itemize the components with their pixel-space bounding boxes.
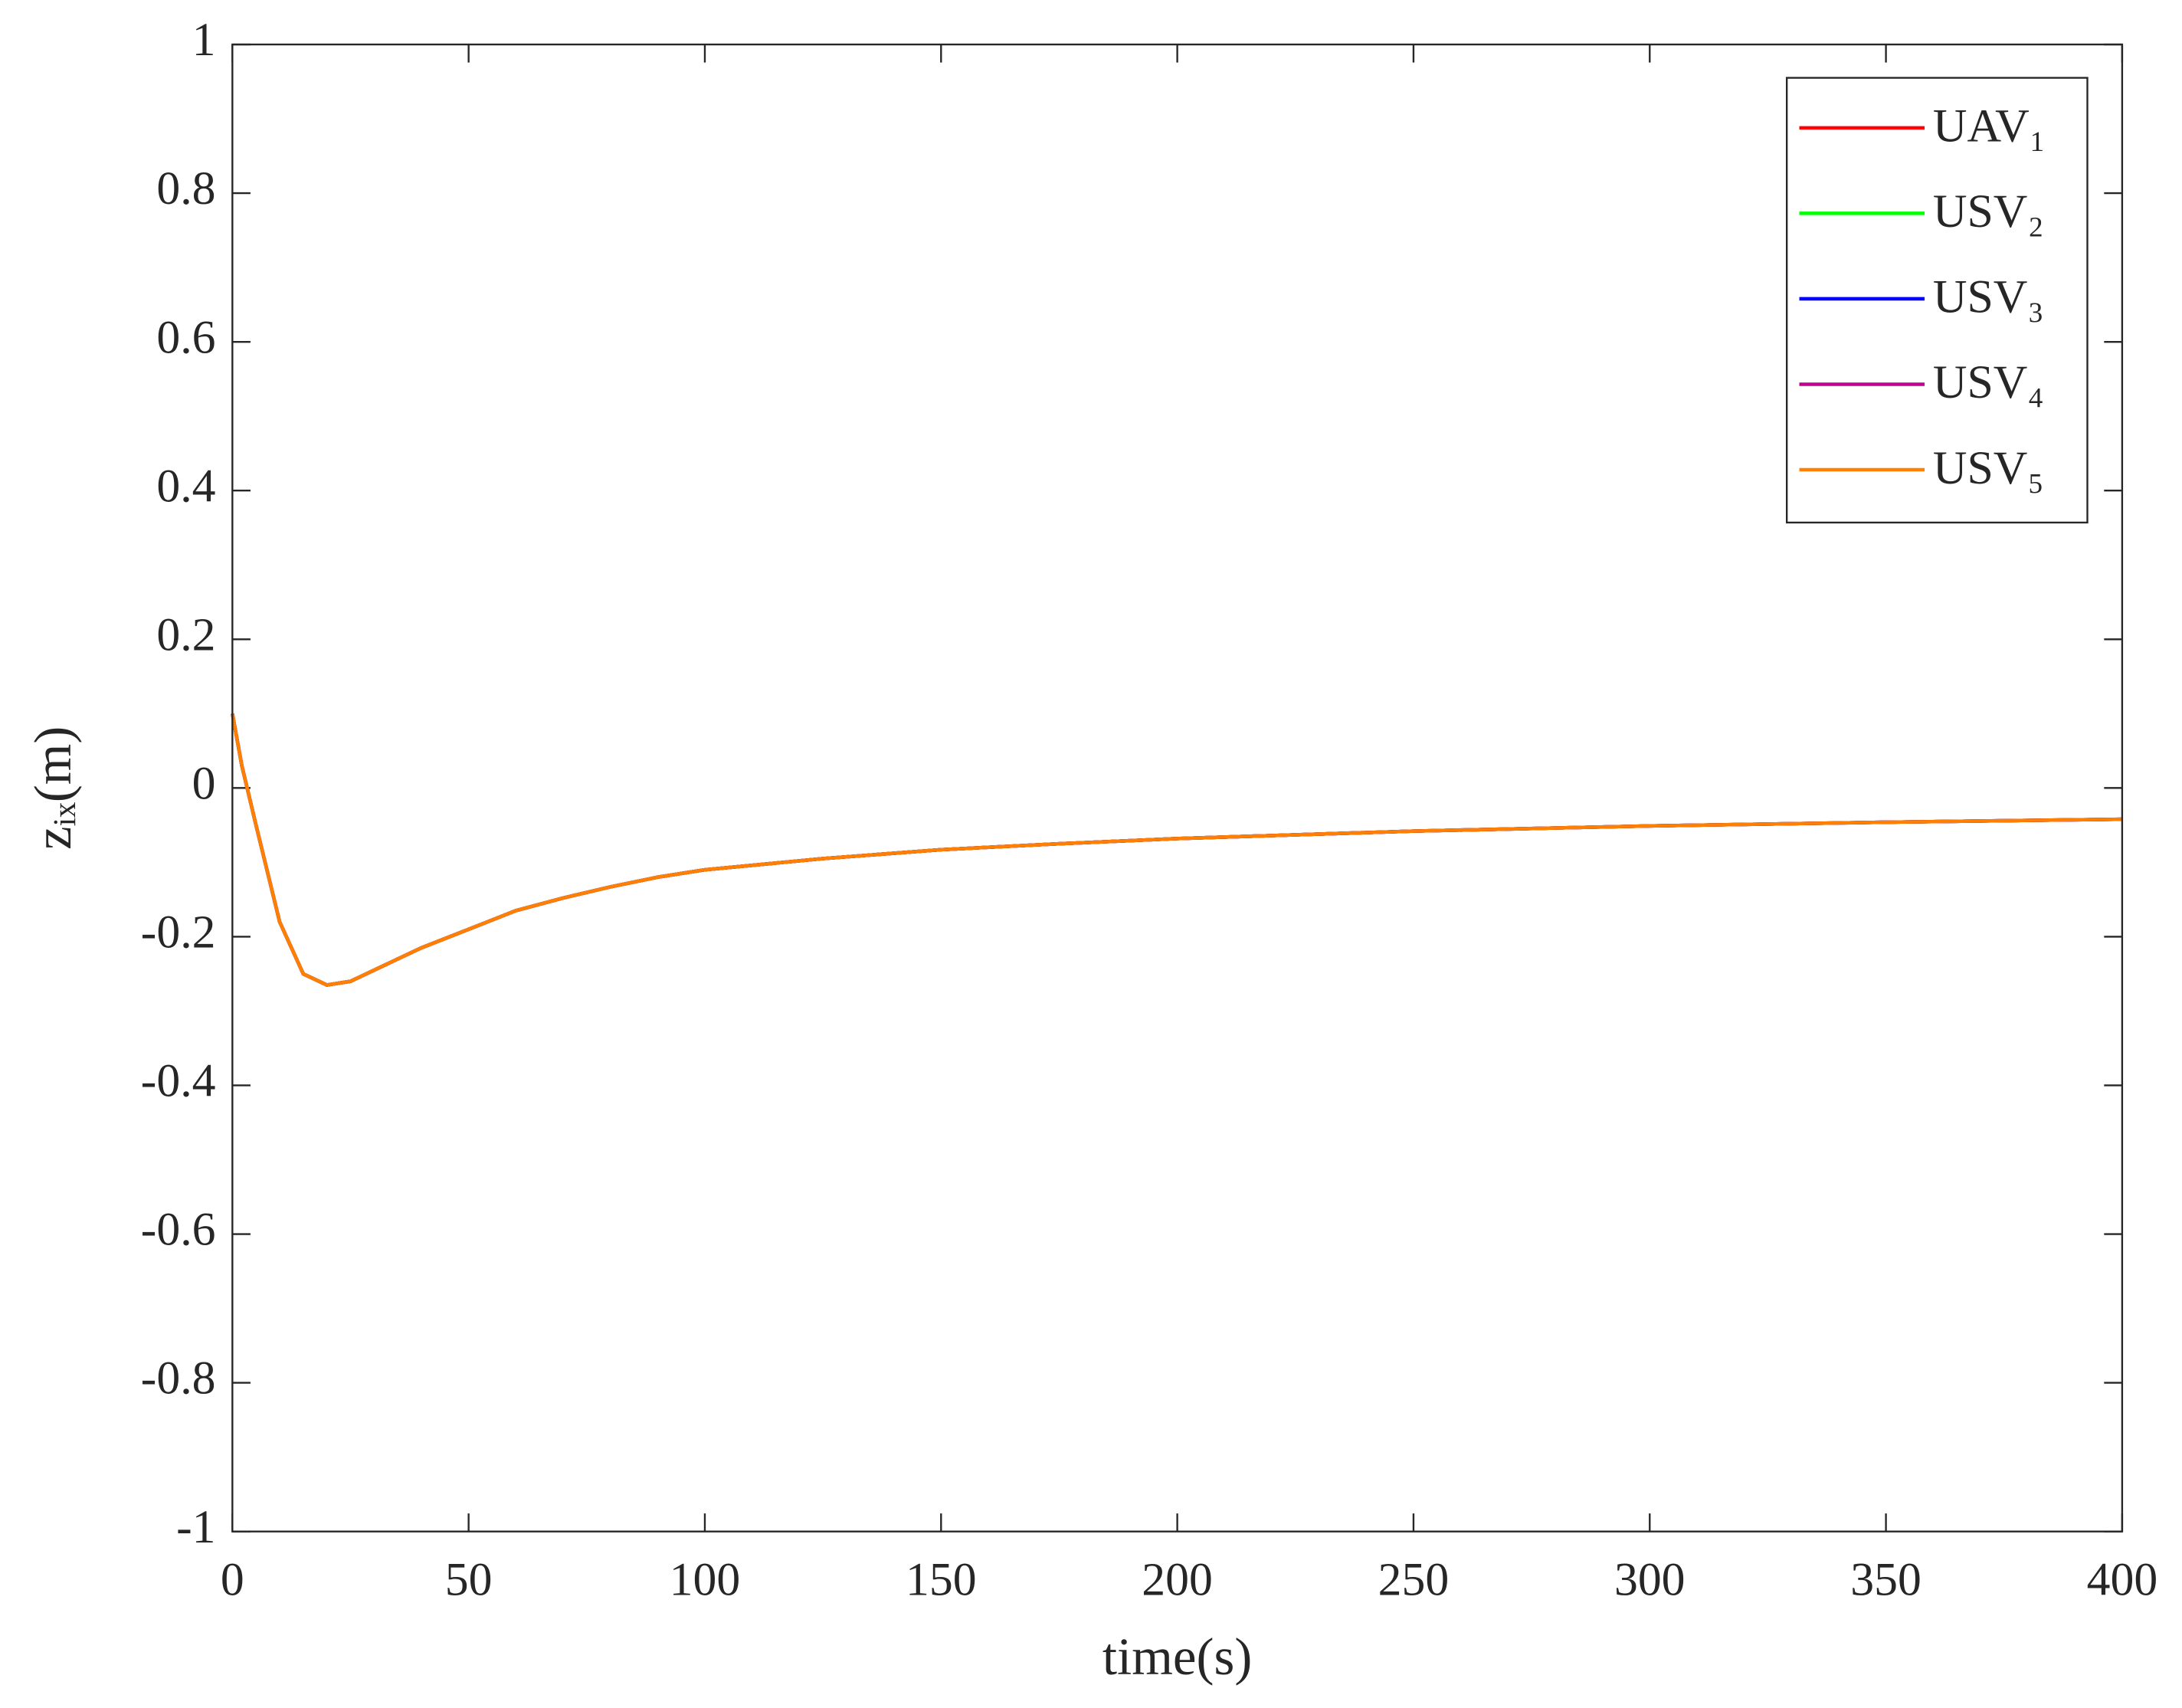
legend-label: USV₄ xyxy=(1933,356,2044,408)
y-tick-label: 0.2 xyxy=(156,608,215,661)
x-tick-label: 200 xyxy=(1142,1554,1213,1606)
y-tick-label: 1 xyxy=(192,14,216,66)
x-tick-label: 350 xyxy=(1850,1554,1922,1606)
y-tick-label: -1 xyxy=(176,1501,215,1553)
legend-label: UAV₁ xyxy=(1933,100,2046,152)
y-tick-label: 0.4 xyxy=(156,460,215,512)
legend-label: USV₅ xyxy=(1933,442,2044,494)
series-line xyxy=(231,713,2122,987)
y-tick-label: -0.8 xyxy=(141,1352,216,1405)
x-tick-label: 0 xyxy=(221,1554,244,1606)
x-tick-label: 50 xyxy=(445,1554,493,1606)
y-axis-label: zᵢₓ(m) xyxy=(24,726,82,850)
legend-label: USV₃ xyxy=(1933,271,2044,323)
y-tick-label: 0 xyxy=(192,758,216,810)
x-tick-label: 400 xyxy=(2087,1554,2158,1606)
x-tick-label: 300 xyxy=(1614,1554,1686,1606)
y-tick-label: 0.8 xyxy=(156,162,215,215)
x-tick-label: 250 xyxy=(1378,1554,1450,1606)
y-tick-label: -0.4 xyxy=(141,1055,216,1107)
x-tick-label: 100 xyxy=(670,1554,741,1606)
y-tick-label: 0.6 xyxy=(156,311,215,363)
x-axis-label: time(s) xyxy=(1102,1628,1252,1686)
axes-box xyxy=(231,43,2124,1533)
x-tick-label: 150 xyxy=(906,1554,977,1606)
legend-label: USV₂ xyxy=(1933,185,2044,238)
y-tick-label: -0.6 xyxy=(141,1204,216,1256)
y-tick-label: -0.2 xyxy=(141,906,216,959)
